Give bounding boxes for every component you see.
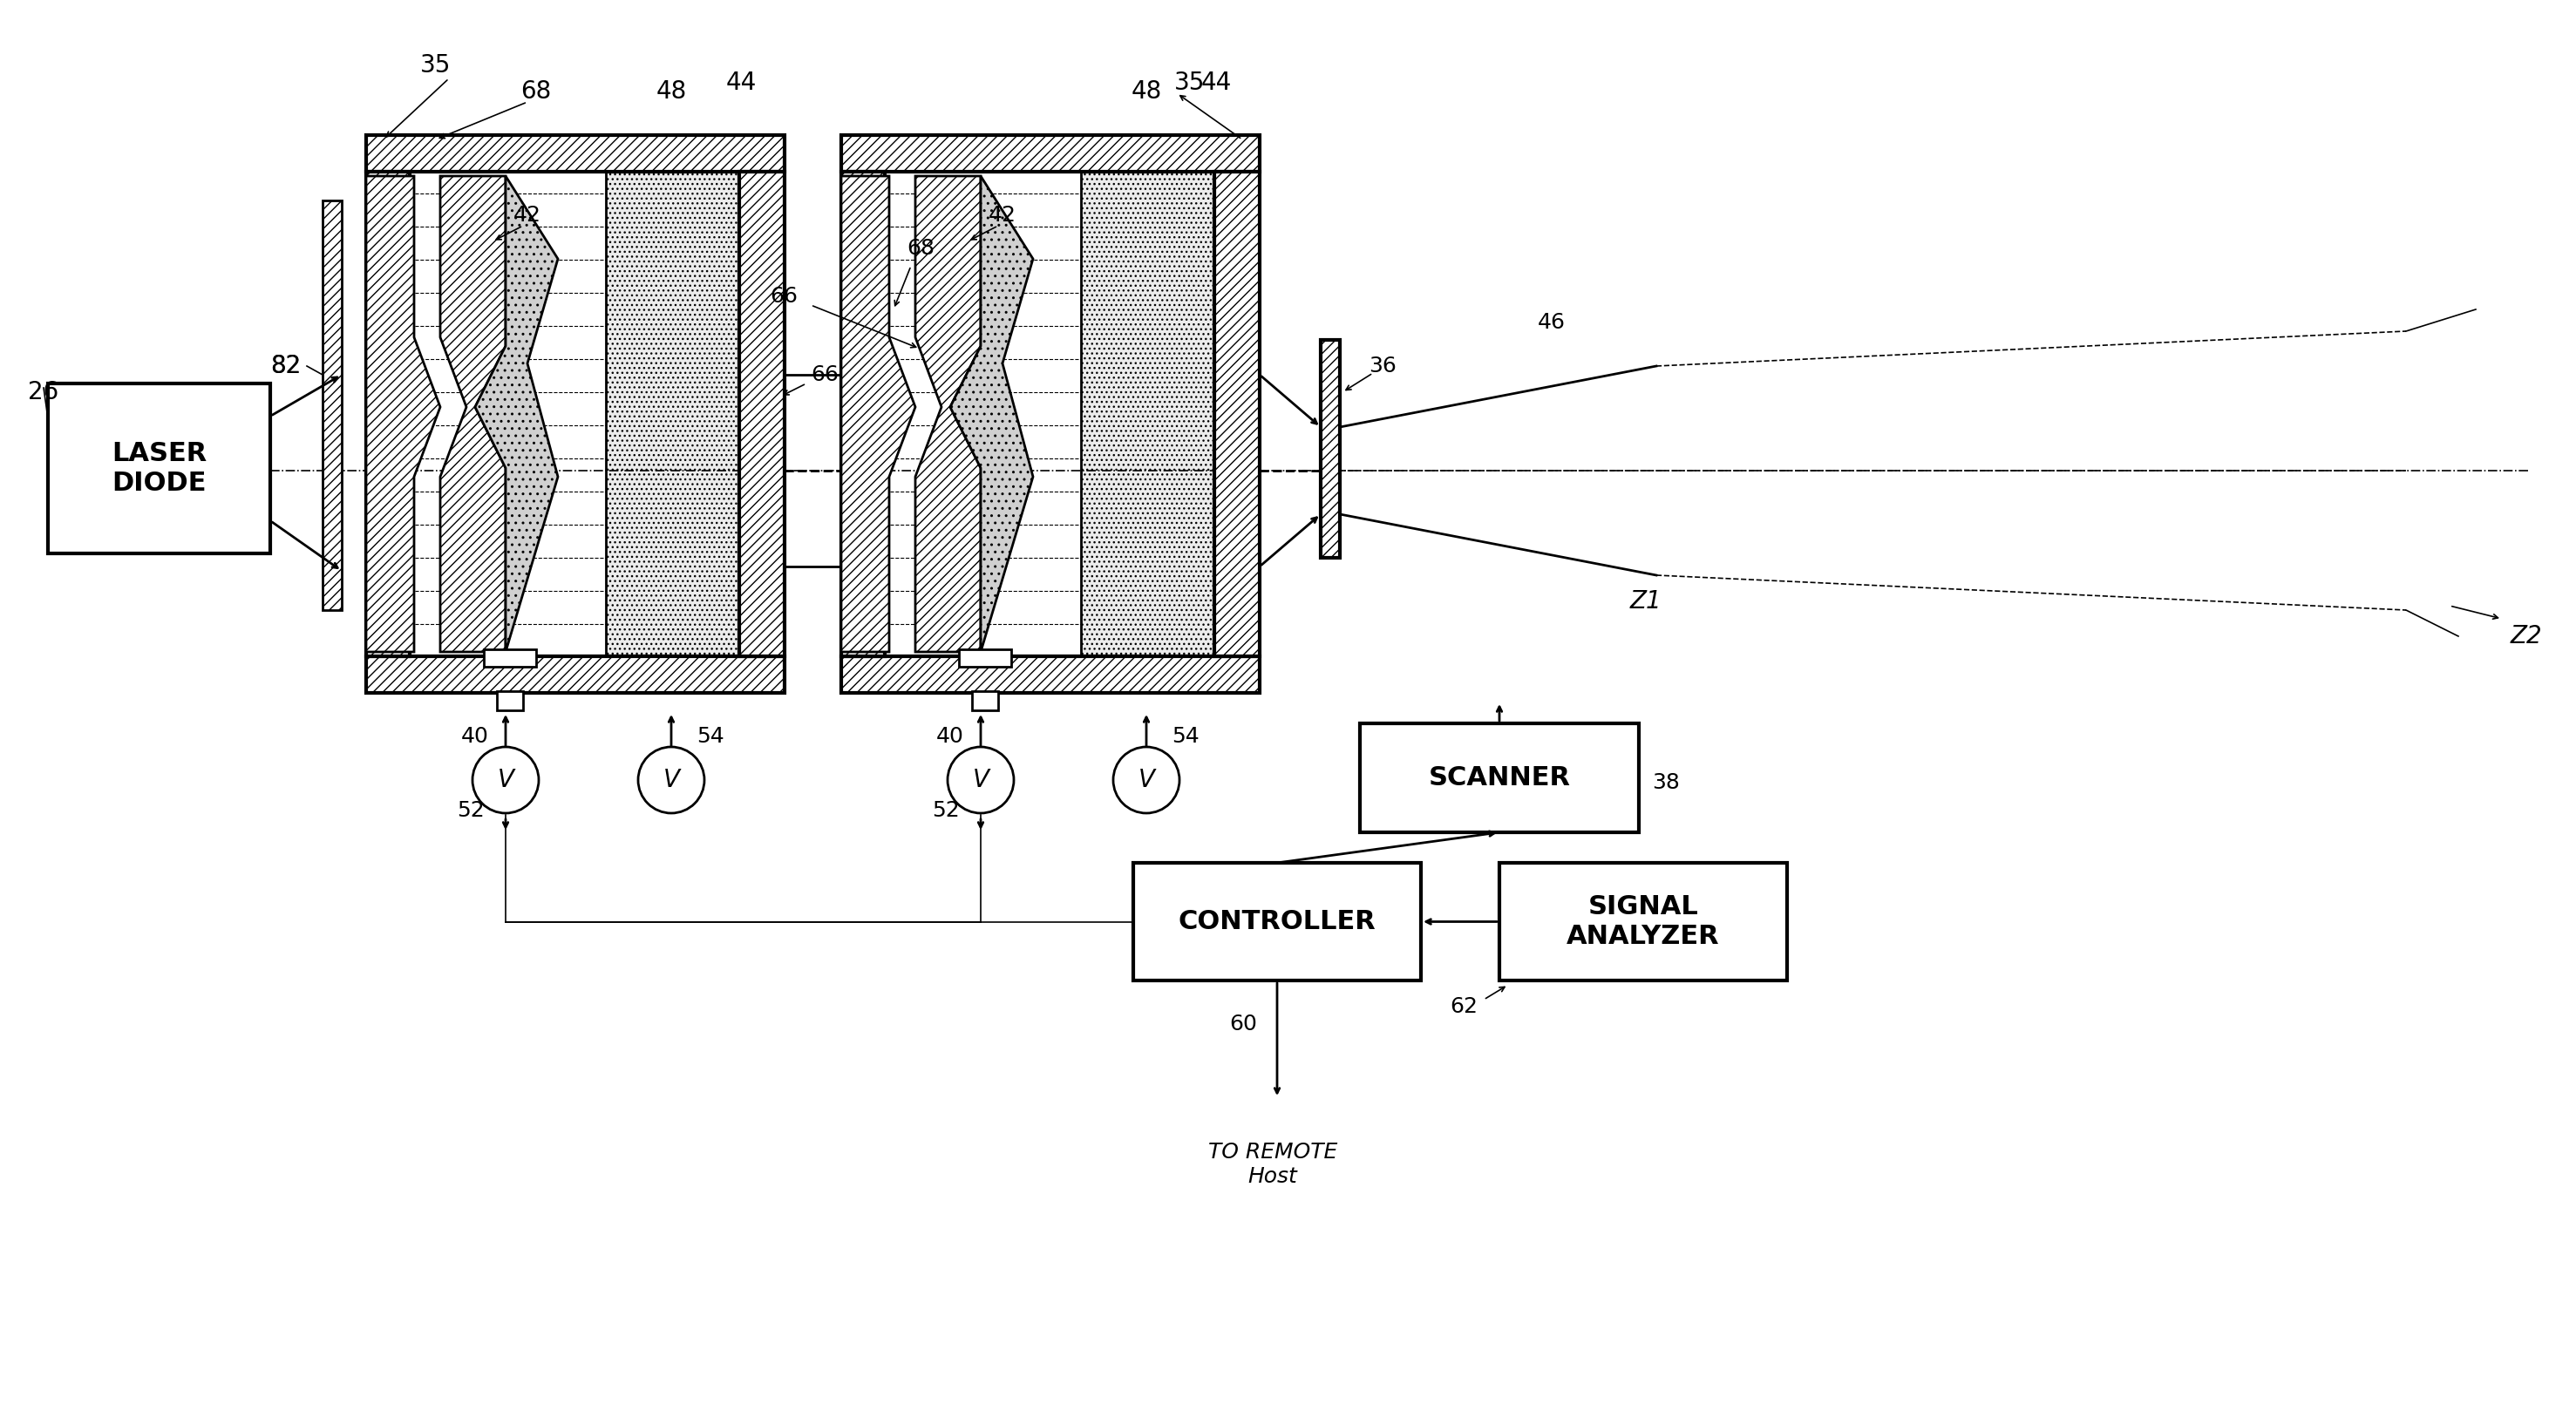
Text: 82: 82 xyxy=(270,354,301,379)
Text: 35: 35 xyxy=(420,52,451,78)
Bar xyxy=(971,691,997,710)
Bar xyxy=(739,172,786,657)
Circle shape xyxy=(471,747,538,813)
Polygon shape xyxy=(440,176,505,652)
Polygon shape xyxy=(366,176,440,652)
Polygon shape xyxy=(842,176,914,652)
Circle shape xyxy=(948,747,1015,813)
Bar xyxy=(484,649,536,666)
Text: 36: 36 xyxy=(1368,356,1396,377)
Bar xyxy=(497,691,523,710)
Polygon shape xyxy=(474,176,559,652)
Text: 68: 68 xyxy=(907,238,935,259)
Text: 42: 42 xyxy=(989,204,1018,225)
Circle shape xyxy=(1113,747,1180,813)
Bar xyxy=(842,135,1260,172)
Text: 48: 48 xyxy=(657,79,688,104)
Text: SIGNAL
ANALYZER: SIGNAL ANALYZER xyxy=(1566,895,1721,949)
Text: 44: 44 xyxy=(1200,71,1231,95)
Bar xyxy=(366,172,410,657)
Text: V: V xyxy=(1139,767,1154,793)
Text: 68: 68 xyxy=(520,79,551,104)
Text: 82: 82 xyxy=(270,354,301,379)
Circle shape xyxy=(639,747,703,813)
Text: 66: 66 xyxy=(770,286,799,306)
Text: 54: 54 xyxy=(1172,726,1200,747)
Bar xyxy=(842,172,884,657)
Text: Z2: Z2 xyxy=(2512,624,2543,648)
Text: CONTROLLER: CONTROLLER xyxy=(1177,909,1376,934)
Text: V: V xyxy=(971,767,989,793)
Text: 42: 42 xyxy=(513,204,541,225)
Text: V: V xyxy=(662,767,680,793)
Text: 26: 26 xyxy=(28,380,59,404)
Text: 40: 40 xyxy=(935,726,963,747)
Bar xyxy=(1133,862,1422,980)
Text: LASER
DIODE: LASER DIODE xyxy=(111,441,206,496)
Bar xyxy=(1499,862,1788,980)
Text: 48: 48 xyxy=(1131,79,1162,104)
Bar xyxy=(366,657,786,693)
Bar xyxy=(49,383,270,553)
Bar xyxy=(366,135,786,172)
Bar xyxy=(958,649,1012,666)
Polygon shape xyxy=(951,176,1033,652)
Text: 62: 62 xyxy=(1450,997,1479,1017)
Text: 38: 38 xyxy=(1651,771,1680,793)
Bar xyxy=(605,172,742,657)
Text: 40: 40 xyxy=(461,726,489,747)
Text: 52: 52 xyxy=(456,800,484,821)
Text: 52: 52 xyxy=(933,800,961,821)
Bar xyxy=(1082,172,1216,657)
Text: TO REMOTE
Host: TO REMOTE Host xyxy=(1208,1141,1337,1187)
Bar xyxy=(842,657,1260,693)
Bar xyxy=(1360,723,1638,832)
Text: 60: 60 xyxy=(1229,1014,1257,1035)
Text: SCANNER: SCANNER xyxy=(1427,766,1571,790)
Bar xyxy=(1321,340,1340,557)
Text: 35: 35 xyxy=(1175,71,1206,95)
Bar xyxy=(1213,172,1260,657)
Text: V: V xyxy=(497,767,513,793)
Text: Z1: Z1 xyxy=(1631,588,1662,614)
Text: 44: 44 xyxy=(726,71,757,95)
Text: 46: 46 xyxy=(1538,312,1566,333)
Text: 54: 54 xyxy=(696,726,724,747)
Bar xyxy=(322,200,343,610)
Polygon shape xyxy=(914,176,981,652)
Text: 66: 66 xyxy=(811,364,840,386)
